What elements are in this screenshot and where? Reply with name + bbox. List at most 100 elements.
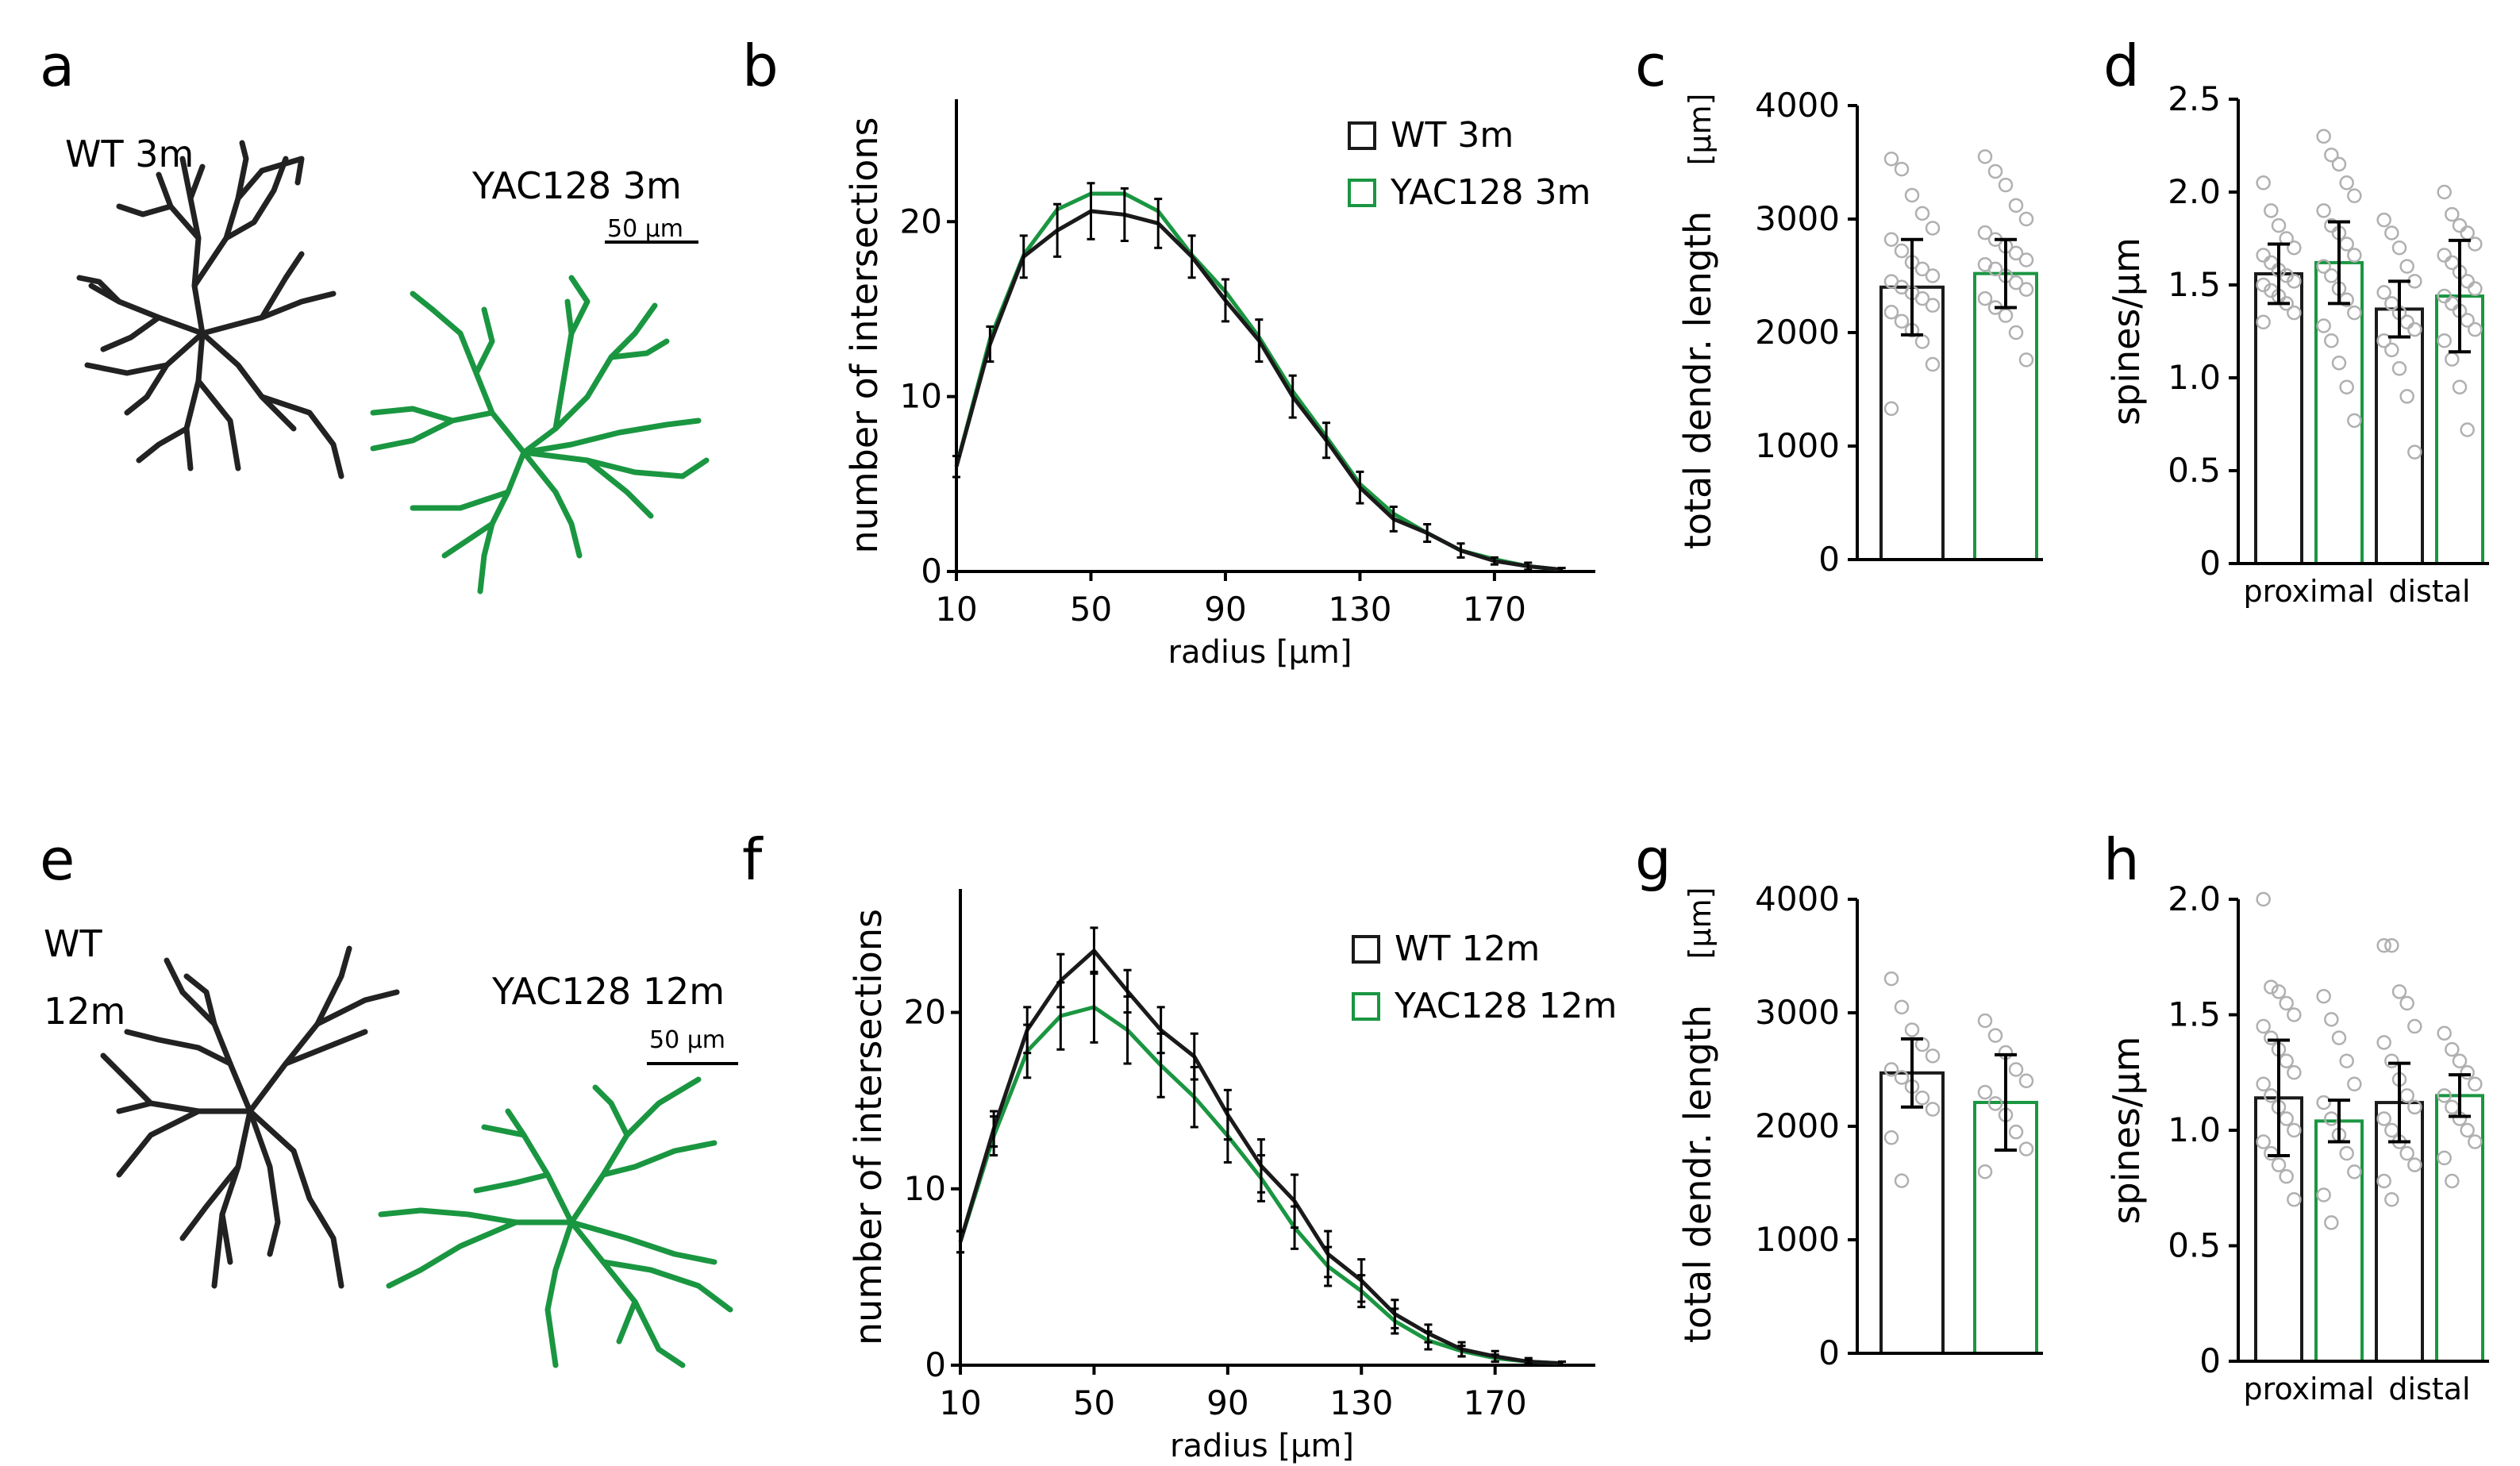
- data-point: [1987, 1096, 2003, 1111]
- data-point: [1998, 308, 2014, 323]
- y-tick-label: 20: [904, 993, 946, 1032]
- data-point: [2331, 156, 2347, 172]
- bar-wt: [1879, 1071, 1945, 1356]
- legend-label-yac: YAC128 3m: [1390, 172, 1591, 213]
- data-point: [2256, 1076, 2271, 1092]
- data-point: [2399, 995, 2414, 1011]
- data-point: [2460, 1065, 2475, 1080]
- data-point: [2376, 1111, 2391, 1126]
- data-point: [1977, 149, 1993, 164]
- data-point: [2264, 979, 2279, 995]
- data-point: [2018, 282, 2034, 297]
- data-point: [2347, 188, 2362, 203]
- y-tick-label: 20: [900, 202, 942, 240]
- data-point: [1894, 243, 1910, 259]
- x-tick-label: 130: [1328, 590, 1391, 629]
- wt-3m-title: WT 3m: [65, 133, 194, 175]
- data-point: [2437, 184, 2452, 200]
- group-label-proximal: proximal: [2244, 574, 2375, 609]
- data-point: [2437, 288, 2452, 304]
- data-point: [2384, 1192, 2399, 1207]
- data-point: [1894, 161, 1910, 177]
- data-point: [2468, 281, 2483, 296]
- data-point: [2287, 1192, 2302, 1207]
- data-point: [2256, 175, 2271, 190]
- scale-bar-label-top: 50 µm: [607, 215, 683, 243]
- data-point: [2316, 1095, 2331, 1110]
- x-tick-label: 170: [1464, 1383, 1527, 1422]
- data-point: [2331, 356, 2347, 371]
- data-point: [2264, 203, 2279, 218]
- data-point: [1883, 305, 1899, 320]
- data-point: [2391, 240, 2407, 256]
- x-tick-label: 90: [1204, 590, 1246, 629]
- data-point: [1977, 1164, 1993, 1179]
- data-point: [1883, 1130, 1899, 1145]
- data-point: [2331, 1030, 2347, 1045]
- data-point: [1977, 1013, 1993, 1029]
- data-point: [2316, 203, 2331, 218]
- data-point: [1883, 151, 1899, 167]
- data-point: [2287, 1007, 2302, 1022]
- y-tick-label: 0: [2199, 1341, 2221, 1380]
- x-tick-label: 130: [1329, 1383, 1393, 1422]
- data-point: [2468, 321, 2483, 337]
- data-point: [2391, 361, 2407, 376]
- data-point: [2468, 1076, 2483, 1092]
- data-point: [1914, 1091, 1930, 1106]
- data-point: [2339, 175, 2354, 190]
- legend-label-wt: WT 12m: [1395, 929, 1540, 969]
- legend-swatch-yac: [1352, 992, 1380, 1021]
- panel-label-f: f: [742, 826, 764, 893]
- panel-label-c: c: [1635, 33, 1667, 99]
- data-point: [2445, 1041, 2460, 1057]
- data-point: [2376, 937, 2391, 953]
- y-tick-label: 10: [904, 1169, 946, 1208]
- y-axis-label: total dendr. length: [1676, 1005, 1719, 1343]
- data-point: [2008, 325, 2024, 341]
- data-point: [1925, 221, 1941, 236]
- x-axis-label: radius [µm]: [1168, 634, 1352, 671]
- data-point: [2376, 1035, 2391, 1050]
- y-tick-label: 3000: [1755, 993, 1840, 1032]
- data-point: [1977, 1084, 1993, 1100]
- y-tick-label: 1000: [1755, 1220, 1840, 1259]
- data-point: [2316, 129, 2331, 144]
- data-point: [2399, 1145, 2414, 1161]
- data-point: [2264, 255, 2279, 271]
- y-tick-label: 3000: [1755, 199, 1840, 238]
- yac-12m-neuron-tracing: [378, 1076, 733, 1368]
- y-tick-label: 4000: [1755, 86, 1840, 125]
- data-point: [2460, 422, 2475, 437]
- data-point: [2468, 1134, 2483, 1149]
- data-point: [2437, 1150, 2452, 1166]
- legend-swatch-yac: [1348, 179, 1376, 207]
- data-point: [2316, 988, 2331, 1004]
- x-tick-label: 10: [935, 590, 977, 629]
- data-point: [2256, 248, 2271, 263]
- data-point: [2347, 305, 2362, 321]
- data-point: [2287, 305, 2302, 321]
- y-tick-label: 2.5: [2168, 79, 2221, 118]
- legend-label-yac: YAC128 12m: [1394, 986, 1617, 1026]
- y-axis-label: spines/µm: [2105, 1037, 2148, 1225]
- y-tick-label: 4000: [1755, 879, 1840, 918]
- group-label-distal: distal: [2388, 574, 2470, 609]
- group-label-distal: distal: [2388, 1372, 2470, 1406]
- data-point: [1977, 291, 1993, 306]
- data-point: [2324, 333, 2339, 348]
- data-point: [2384, 937, 2399, 953]
- panel-label-e: e: [40, 826, 75, 893]
- y-tick-label: 0.5: [2168, 451, 2221, 490]
- data-point: [2287, 274, 2302, 289]
- legend-swatch-wt: [1348, 121, 1376, 150]
- data-point: [2279, 1053, 2294, 1068]
- legend-swatch-wt: [1352, 935, 1380, 964]
- data-point: [1977, 225, 1993, 240]
- data-point: [1894, 1070, 1910, 1085]
- yac-3m-neuron-tracing: [370, 275, 710, 594]
- data-point: [1987, 261, 2003, 277]
- data-point: [1914, 261, 1930, 277]
